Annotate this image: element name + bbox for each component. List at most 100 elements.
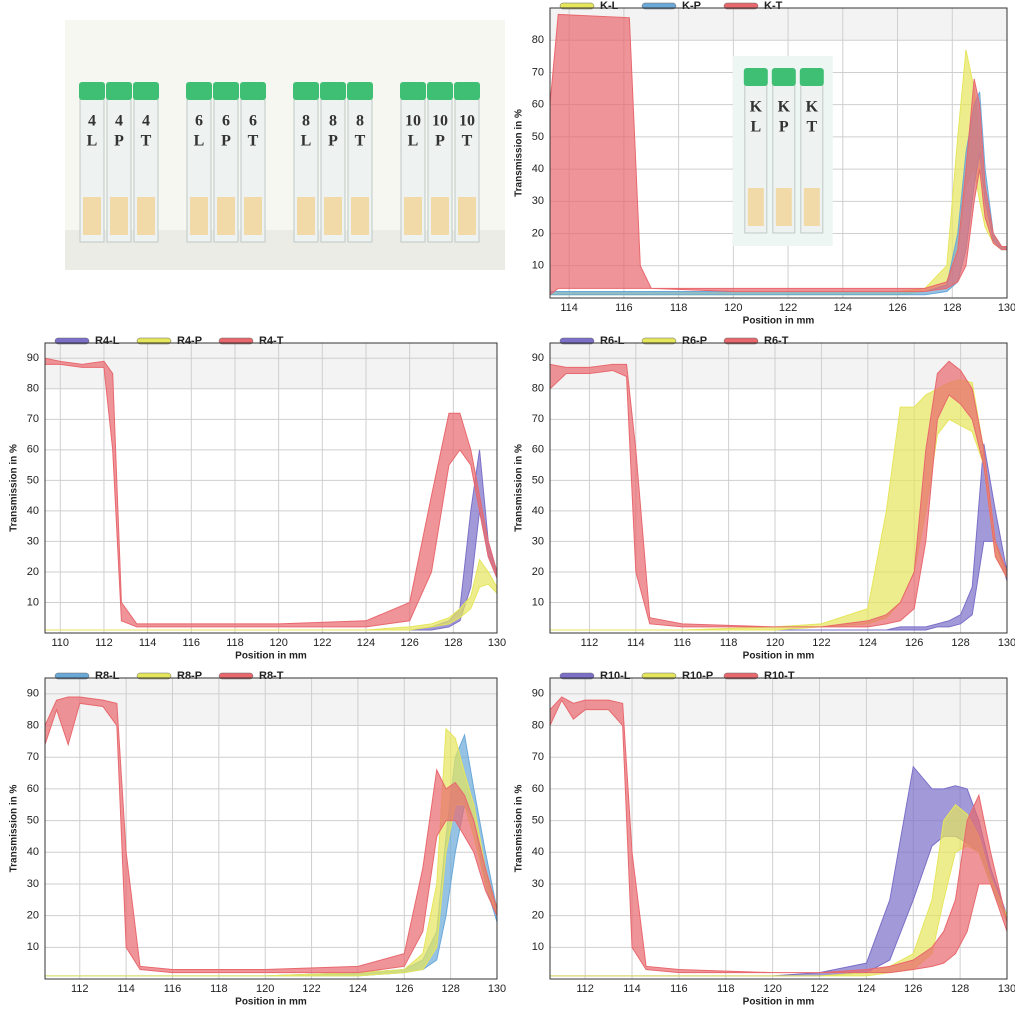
tube-label: P — [779, 119, 789, 136]
tube-liquid — [324, 197, 342, 235]
x-axis-title: Position in mm — [235, 997, 307, 1008]
y-axis-title: Transmission in % — [514, 444, 525, 532]
plot-shade — [550, 678, 1007, 726]
y-tick-label: 60 — [532, 444, 544, 456]
x-tick-label: 126 — [888, 302, 906, 314]
tube-liquid — [803, 188, 820, 226]
tube-label: 6 — [195, 113, 203, 130]
plot-shade — [45, 343, 497, 389]
y-tick-label: 90 — [532, 688, 544, 700]
y-tick-label: 10 — [532, 260, 544, 272]
y-tick-label: 60 — [532, 99, 544, 111]
x-tick-label: 118 — [717, 983, 735, 995]
y-tick-label: 30 — [532, 195, 544, 207]
tube-label: L — [408, 133, 419, 150]
y-tick-label: 40 — [532, 846, 544, 858]
x-tick-label: 130 — [488, 983, 506, 995]
x-tick-label: 116 — [670, 983, 688, 995]
tube-label: P — [221, 133, 231, 150]
tube-cap — [79, 82, 105, 100]
legend-label: R8-P — [177, 670, 202, 682]
tube-liquid — [775, 188, 792, 226]
tube-cap — [186, 82, 212, 100]
y-tick-label: 40 — [27, 505, 39, 517]
tube-cap — [320, 82, 346, 100]
x-axis-title: Position in mm — [235, 651, 307, 662]
plot-frame — [549, 7, 1008, 299]
y-tick-label: 20 — [532, 566, 544, 578]
tube-liquid — [351, 197, 369, 235]
tube-liquid — [110, 197, 128, 235]
y-tick-label: 70 — [27, 413, 39, 425]
x-tick-label: 126 — [905, 637, 923, 649]
y-tick-label: 10 — [532, 941, 544, 953]
tube-label: P — [435, 133, 445, 150]
x-tick-label: 116 — [615, 302, 633, 314]
legend-label: R4-L — [95, 335, 120, 347]
legend-label: R4-T — [259, 335, 284, 347]
legend-label: R6-P — [682, 335, 707, 347]
x-tick-label: 122 — [812, 637, 830, 649]
x-tick-label: 116 — [673, 637, 691, 649]
x-tick-label: 116 — [164, 983, 182, 995]
tube-cap — [427, 82, 453, 100]
x-tick-label: 118 — [720, 637, 738, 649]
y-tick-label: 50 — [27, 474, 39, 486]
x-tick-label: 128 — [441, 983, 459, 995]
y-tick-label: 60 — [27, 783, 39, 795]
x-tick-label: 128 — [951, 637, 969, 649]
y-axis-title: Transmission in % — [514, 109, 525, 197]
x-tick-label: 130 — [998, 637, 1015, 649]
legend-label: K-T — [764, 0, 783, 12]
x-tick-label: 126 — [400, 637, 418, 649]
tube-label: K — [778, 99, 791, 116]
tube-label: L — [301, 133, 312, 150]
tube-liquid — [404, 197, 422, 235]
tube-label: 10 — [432, 113, 448, 130]
plot-frame — [549, 342, 1008, 634]
tube-liquid — [458, 197, 476, 235]
y-tick-label: 30 — [27, 878, 39, 890]
x-tick-label: 110 — [52, 637, 70, 649]
x-tick-label: 112 — [71, 983, 89, 995]
x-tick-label: 118 — [210, 983, 228, 995]
x-tick-label: 114 — [139, 637, 157, 649]
tube-label: 8 — [302, 113, 310, 130]
tube-label: T — [355, 133, 366, 150]
x-tick-label: 130 — [488, 637, 506, 649]
y-tick-label: 80 — [532, 383, 544, 395]
x-tick-label: 114 — [623, 983, 641, 995]
y-tick-label: 90 — [532, 352, 544, 364]
tube-liquid — [83, 197, 101, 235]
tube-cap — [213, 82, 239, 100]
tube-cap — [347, 82, 373, 100]
tube-label: 8 — [329, 113, 337, 130]
y-tick-label: 10 — [27, 941, 39, 953]
y-tick-label: 50 — [532, 474, 544, 486]
tube-cap — [240, 82, 266, 100]
y-tick-label: 20 — [532, 910, 544, 922]
y-tick-label: 60 — [532, 783, 544, 795]
x-tick-label: 128 — [943, 302, 961, 314]
tube-cap — [799, 68, 824, 86]
y-axis-title: Transmission in % — [514, 784, 525, 872]
y-tick-label: 10 — [27, 596, 39, 608]
y-tick-label: 90 — [27, 352, 39, 364]
tube-label: 4 — [115, 113, 123, 130]
y-tick-label: 70 — [532, 413, 544, 425]
y-axis-title: Transmission in % — [9, 444, 20, 532]
x-tick-label: 114 — [627, 637, 645, 649]
x-tick-label: 126 — [904, 983, 922, 995]
x-tick-label: 124 — [834, 302, 852, 314]
legend-label: R6-T — [764, 335, 789, 347]
x-tick-label: 120 — [724, 302, 742, 314]
tube-cap — [454, 82, 480, 100]
tube-label: T — [806, 119, 817, 136]
tube-liquid — [137, 197, 155, 235]
tube-label: L — [750, 119, 761, 136]
x-tick-label: 120 — [269, 637, 287, 649]
x-tick-label: 112 — [95, 637, 113, 649]
y-tick-label: 60 — [27, 444, 39, 456]
tube-liquid — [747, 188, 764, 226]
tube-label: 10 — [405, 113, 421, 130]
